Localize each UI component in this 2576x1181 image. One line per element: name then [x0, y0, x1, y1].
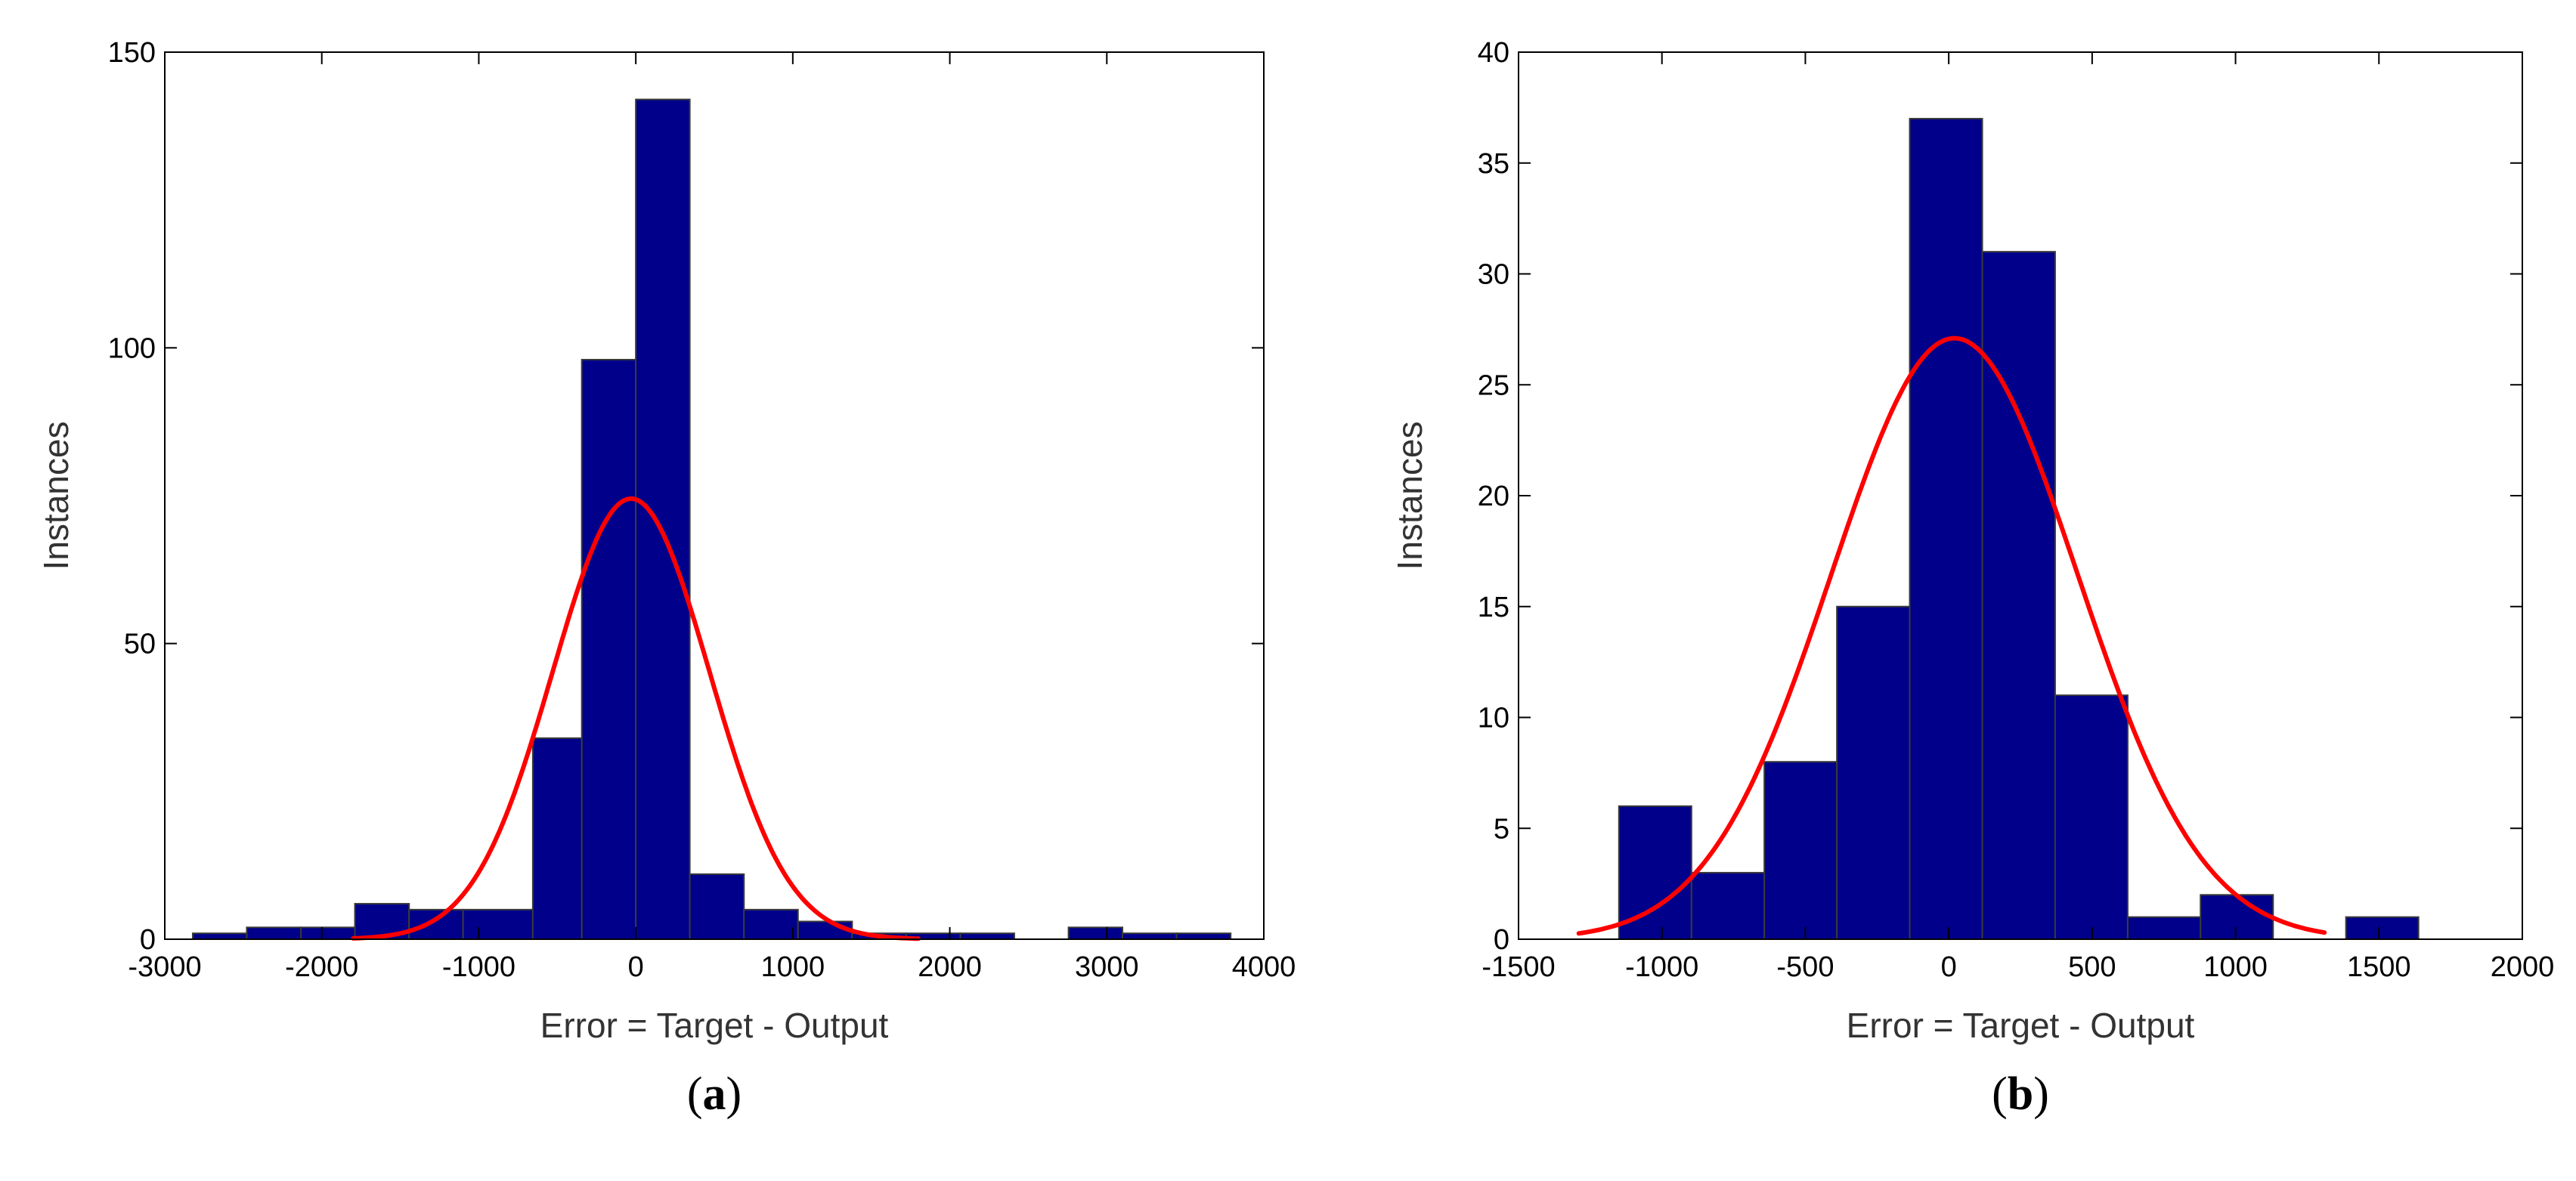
- y-tick-label: 30: [1478, 259, 1509, 291]
- x-tick-label: 2000: [2491, 951, 2555, 983]
- histogram-bar: [300, 926, 356, 941]
- y-tick-label: 50: [124, 629, 156, 660]
- histogram-bar: [2054, 694, 2129, 941]
- normal-fit-curve: [351, 496, 921, 941]
- x-tick-label: 4000: [1232, 951, 1296, 983]
- x-tick-label: -1000: [1625, 951, 1698, 983]
- x-tick-label: -3000: [128, 951, 201, 983]
- panel-b-caption: (b): [1992, 1068, 2049, 1120]
- x-tick-label: 0: [628, 951, 644, 983]
- panel-a-caption-letter: a: [703, 1068, 726, 1120]
- y-tick-label: 15: [1478, 592, 1509, 623]
- histogram-bar: [531, 737, 583, 940]
- x-tick-label: 3000: [1075, 951, 1139, 983]
- y-tick-label: 35: [1478, 148, 1509, 180]
- panel-b-y-axis-label: Instances: [1390, 422, 1429, 570]
- panel-b-x-axis-label: Error = Target - Output: [1847, 1006, 2195, 1045]
- panel-b-caption-letter: b: [2008, 1068, 2033, 1120]
- y-tick-label: 150: [108, 37, 156, 69]
- x-tick-label: -2000: [285, 951, 358, 983]
- histogram-bar: [1836, 605, 1911, 940]
- x-tick-label: -1000: [442, 951, 516, 983]
- histogram-bar: [246, 926, 302, 941]
- histogram-bar: [408, 908, 464, 941]
- histogram-bar: [191, 932, 248, 941]
- y-tick-label: 0: [140, 924, 156, 956]
- normal-fit-curve: [1576, 335, 2327, 936]
- x-tick-label: -1500: [1482, 951, 1555, 983]
- panel-b-fit-curve: [1576, 335, 2327, 936]
- panel-a-bars: [191, 98, 1232, 941]
- x-tick-label: 2000: [918, 951, 982, 983]
- y-tick-label: 5: [1494, 813, 1509, 845]
- panel-b-ticks: -1500 -1000 -500 0 500 1000 1500 2000 0 5 10 15 20 25…: [1478, 37, 2555, 983]
- histogram-bar: [1690, 871, 1766, 940]
- histogram-bar: [1909, 118, 1983, 940]
- x-tick-label: -500: [1776, 951, 1834, 983]
- y-tick-label: 10: [1478, 703, 1509, 734]
- panel-a: -3000 -2000 -1000 0 1000 2000 3000 4000 0 50 100 15…: [36, 37, 1296, 1120]
- histogram-bar: [959, 932, 1015, 941]
- panel-a-fit-curve: [351, 496, 921, 941]
- histogram-bar: [1067, 926, 1124, 941]
- histogram-bar: [581, 358, 637, 940]
- panel-b-bars: [1618, 118, 2420, 941]
- panel-a-plot-frame: [164, 51, 1265, 940]
- histogram-bar: [1122, 932, 1178, 941]
- panel-a-x-axis-label: Error = Target - Output: [540, 1006, 889, 1045]
- histogram-bar: [462, 908, 534, 941]
- panel-a-y-axis-label: Instances: [36, 422, 76, 570]
- histogram-bar: [689, 873, 745, 940]
- histogram-bar: [2126, 916, 2202, 941]
- histogram-bar: [2345, 916, 2420, 941]
- histogram-bar: [1763, 761, 1838, 941]
- y-tick-label: 40: [1478, 37, 1509, 69]
- panel-a-caption: (a): [687, 1068, 742, 1120]
- histogram-bar: [635, 98, 691, 941]
- histogram-bar: [2200, 894, 2274, 941]
- x-tick-label: 1500: [2347, 951, 2411, 983]
- histogram-bar: [743, 908, 799, 941]
- y-tick-label: 100: [108, 332, 156, 364]
- x-tick-label: 500: [2068, 951, 2116, 983]
- x-tick-label: 1000: [2203, 951, 2268, 983]
- x-tick-label: 0: [1941, 951, 1957, 983]
- y-tick-label: 20: [1478, 481, 1509, 512]
- x-tick-label: 1000: [761, 951, 825, 983]
- histogram-bar: [1175, 932, 1232, 941]
- panel-b: -1500 -1000 -500 0 500 1000 1500 2000 0 5 10 15 20 25…: [1390, 37, 2554, 1120]
- y-tick-label: 25: [1478, 369, 1509, 401]
- histogram-bar: [1981, 251, 2056, 940]
- panel-a-ticks: -3000 -2000 -1000 0 1000 2000 3000 4000 0 50 100 15…: [108, 37, 1296, 983]
- y-tick-label: 0: [1494, 924, 1509, 956]
